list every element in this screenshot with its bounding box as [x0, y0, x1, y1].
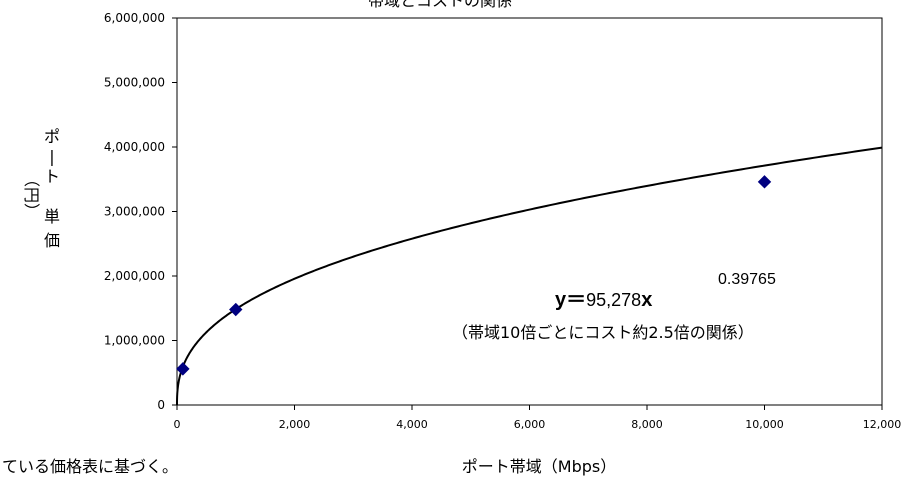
x-tick-label: 6,000 [514, 418, 546, 431]
x-tick-label: 10,000 [745, 418, 784, 431]
plot-area [176, 17, 883, 406]
chart-title: 帯域とコストの関係 [368, 0, 512, 10]
footnote: ている価格表に基づく。 [2, 457, 178, 476]
y-axis: 0 1,000,000 2,000,000 3,000,000 4,000,000 5,0… [104, 11, 177, 412]
trendline-power [176, 146, 883, 405]
data-points [176, 175, 772, 376]
equation-exponent: 0.39765 [718, 271, 776, 288]
y-label-char: 単 [44, 207, 60, 226]
trendline-note: （帯域10倍ごとにコスト約2.5倍の関係） [452, 323, 754, 342]
y-label-char: ト [44, 167, 60, 186]
x-tick-label: 12,000 [863, 418, 902, 431]
data-point-marker [176, 362, 190, 376]
y-tick-label: 5,000,000 [104, 76, 165, 90]
y-tick-label: 0 [157, 398, 165, 412]
x-axis: 0 2,000 4,000 6,000 8,000 10,000 12,000 [174, 405, 902, 431]
data-point-marker [229, 302, 243, 317]
y-tick-label: 2,000,000 [104, 269, 165, 283]
x-tick-label: 2,000 [279, 418, 311, 431]
y-tick-label: 1,000,000 [104, 334, 165, 348]
y-label-char: ポ [44, 127, 60, 146]
x-tick-label: 8,000 [631, 418, 663, 431]
x-tick-label: 0 [174, 418, 181, 431]
y-label-unit: （円） [22, 171, 41, 219]
y-label-char: 価 [44, 231, 60, 250]
x-tick-label: 4,000 [396, 418, 428, 431]
y-tick-label: 4,000,000 [104, 140, 165, 154]
y-tick-label: 6,000,000 [104, 11, 165, 25]
y-label-char: | [49, 147, 54, 166]
x-axis-label: ポート帯域（Mbps） [462, 457, 616, 476]
trendline-equation: y＝95,278x 0.39765 [555, 271, 776, 311]
y-tick-label: 3,000,000 [104, 205, 165, 219]
y-axis-label: ポ | ト 単 価 （円） [22, 127, 60, 250]
data-point-marker [757, 175, 772, 189]
equation-text: y＝95,278x [555, 289, 652, 311]
